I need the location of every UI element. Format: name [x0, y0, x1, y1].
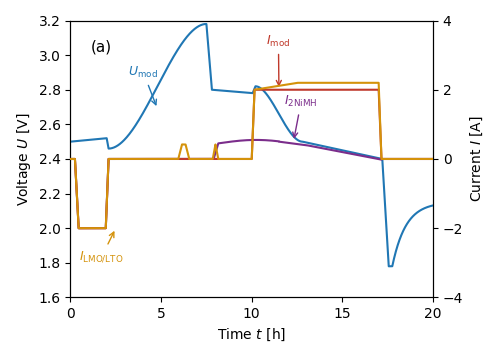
Text: $I_\mathrm{LMO/LTO}$: $I_\mathrm{LMO/LTO}$: [80, 232, 124, 264]
X-axis label: Time $t$ [h]: Time $t$ [h]: [217, 327, 286, 343]
Text: $I_\mathrm{mod}$: $I_\mathrm{mod}$: [266, 34, 290, 86]
Y-axis label: Voltage $U$ [V]: Voltage $U$ [V]: [15, 112, 33, 205]
Text: (a): (a): [90, 40, 112, 55]
Y-axis label: Current $I$ [A]: Current $I$ [A]: [468, 116, 485, 202]
Text: $I_\mathrm{2NiMH}$: $I_\mathrm{2NiMH}$: [284, 94, 318, 137]
Text: $U_\mathrm{mod}$: $U_\mathrm{mod}$: [128, 65, 158, 105]
